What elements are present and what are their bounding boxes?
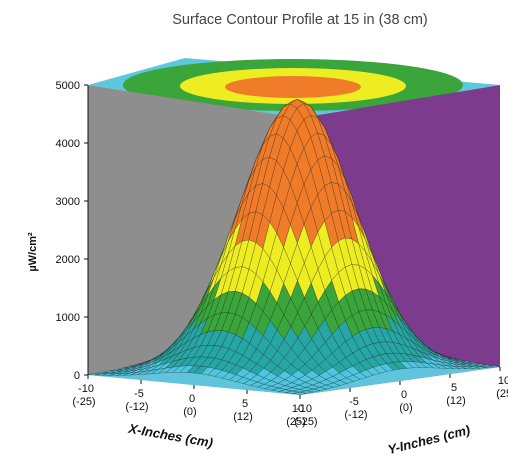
y-tick-cm-label: (0) — [399, 402, 412, 414]
y-tick-label: 5 — [451, 382, 457, 394]
x-tick-cm-label: (-25) — [72, 396, 95, 408]
contour-orange — [225, 76, 361, 98]
z-axis: 0 1000 2000 3000 4000 5000 µW/cm² — [27, 80, 89, 382]
y-tick-cm-label: (25) — [496, 388, 508, 400]
x-tick-label: 0 — [189, 393, 195, 405]
x-axis-label: X-Inches (cm) — [127, 421, 215, 451]
z-tick-label: 3000 — [56, 196, 80, 208]
y-tick-label: -10 — [296, 403, 312, 415]
top-projection — [88, 58, 500, 118]
y-axis: -10(-25)-5(-12)0(0)5(12)10(25) — [294, 367, 508, 428]
y-tick-cm-label: (-25) — [294, 416, 317, 428]
y-tick-cm-label: (12) — [446, 395, 466, 407]
z-tick-label: 4000 — [56, 138, 80, 150]
x-tick-cm-label: (12) — [233, 411, 253, 423]
x-tick-label: -10 — [78, 383, 94, 395]
z-tick-label: 5000 — [56, 80, 80, 92]
x-tick-label: 10 — [292, 403, 304, 415]
z-tick-label: 2000 — [56, 254, 80, 266]
x-axis: -10(-25) -5(-12) 0(0) 5(12) 10(25) — [72, 375, 306, 428]
chart-title: Surface Contour Profile at 15 in (38 cm) — [172, 12, 427, 28]
z-tick-label: 0 — [74, 370, 80, 382]
x-tick-cm-label: (-12) — [125, 401, 148, 413]
surface-mesh — [87, 98, 501, 395]
x-tick-cm-label: (25) — [286, 416, 306, 428]
y-axis-label: Y-Inches (cm) — [386, 422, 471, 457]
x-tick-label: -5 — [134, 388, 144, 400]
z-axis-label: µW/cm² — [27, 232, 39, 272]
y-tick-label: 0 — [401, 389, 407, 401]
z-tick-label: 1000 — [56, 312, 80, 324]
y-tick-label: 10 — [498, 375, 508, 387]
y-tick-label: -5 — [349, 396, 359, 408]
x-tick-cm-label: (0) — [183, 406, 196, 418]
surface-cell — [292, 392, 307, 395]
y-tick-cm-label: (-12) — [344, 409, 367, 421]
x-tick-label: 5 — [242, 398, 248, 410]
